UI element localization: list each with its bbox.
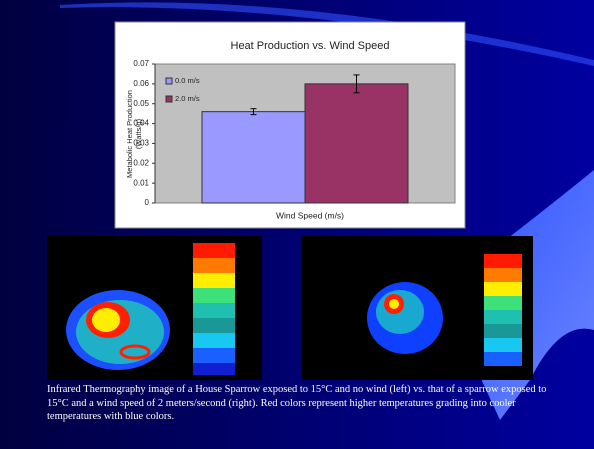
bar <box>202 112 305 203</box>
y-tick-label: 0.02 <box>133 158 149 167</box>
chart-title: Heat Production vs. Wind Speed <box>231 40 390 52</box>
y-tick-label: 0.07 <box>133 59 149 68</box>
x-axis-label: Wind Speed (m/s) <box>276 210 344 220</box>
y-tick-label: 0.06 <box>133 79 149 88</box>
y-tick-label: 0.05 <box>133 99 149 108</box>
chart: Heat Production vs. Wind Speed Wind Spee… <box>0 0 594 449</box>
bar <box>305 84 408 203</box>
y-tick-label: 0.03 <box>133 139 149 148</box>
legend-label: 2.0 m/s <box>175 94 200 103</box>
caption: Infrared Thermography image of a House S… <box>47 383 547 424</box>
legend-label: 0.0 m/s <box>175 76 200 85</box>
slide: Heat Production vs. Wind Speed Wind Spee… <box>0 0 594 449</box>
y-tick-label: 0.04 <box>133 119 149 128</box>
y-tick-label: 0.01 <box>133 178 149 187</box>
y-tick-label: 0 <box>145 198 150 207</box>
legend-swatch <box>166 96 172 102</box>
legend-swatch <box>166 78 172 84</box>
